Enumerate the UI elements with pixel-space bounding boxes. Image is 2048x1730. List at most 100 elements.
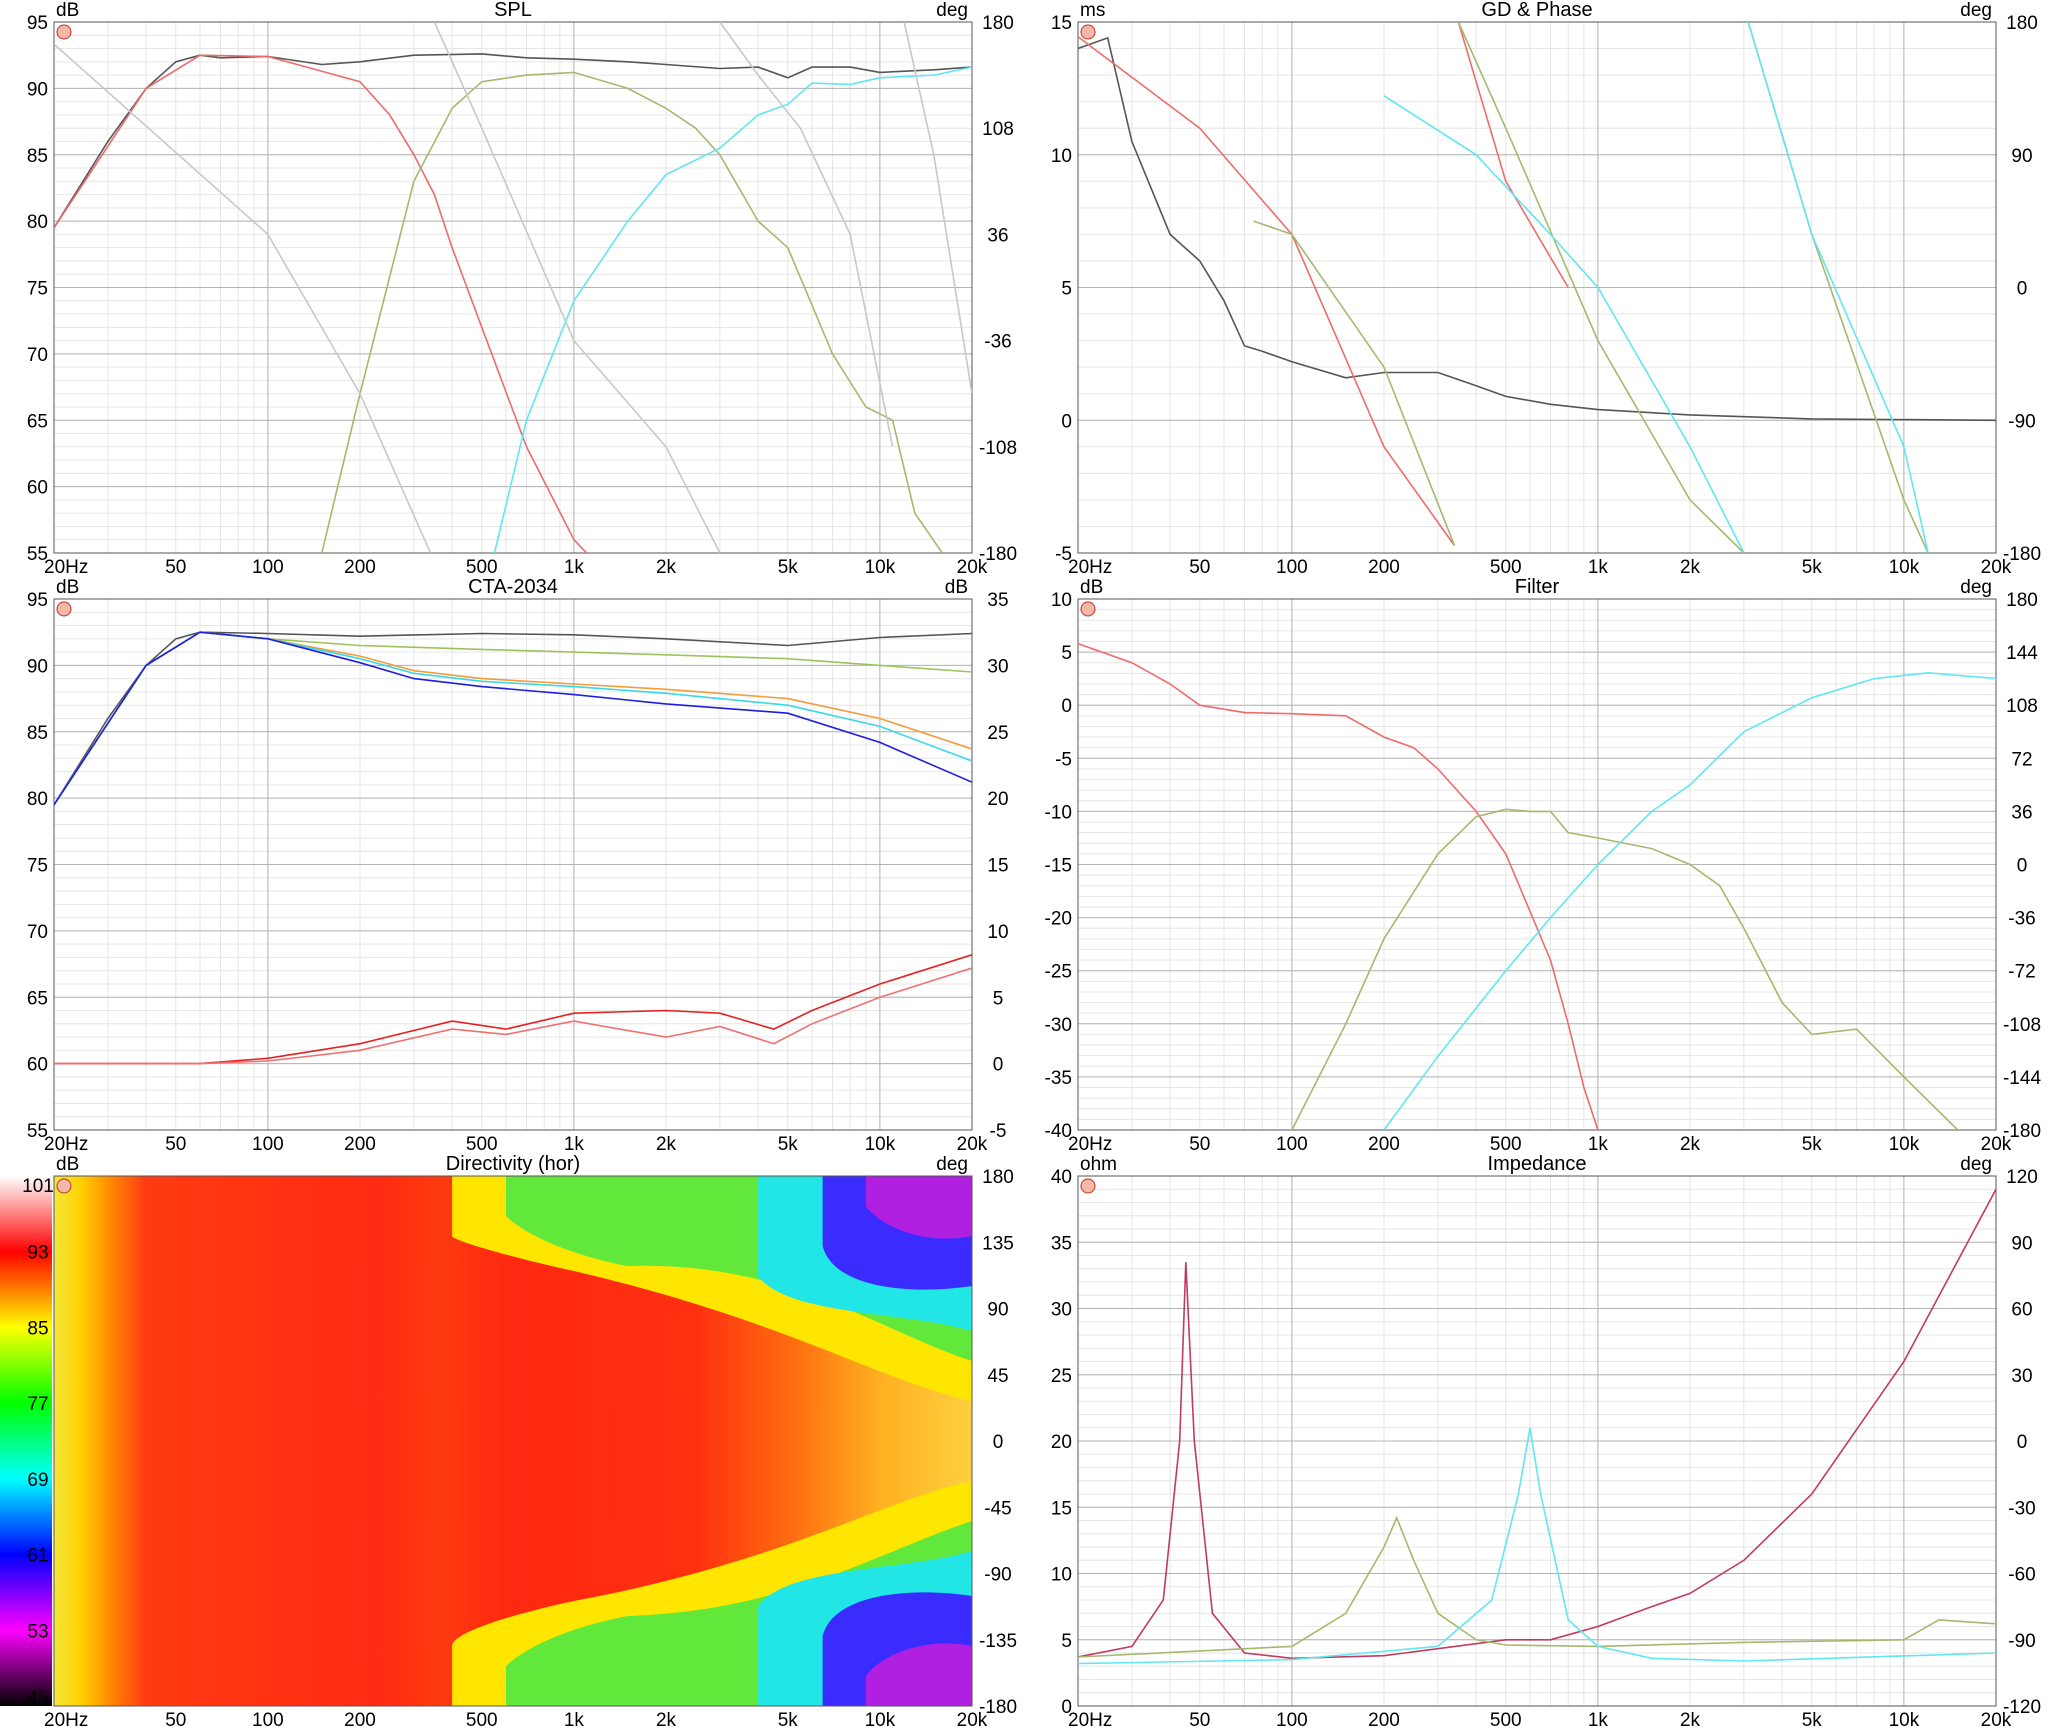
series-line-5 (54, 954, 972, 1065)
y2-tick-label: 0 (2017, 279, 2028, 300)
logo-icon (1080, 1178, 1096, 1194)
x-tick-label: 20Hz (1068, 1710, 1112, 1730)
y-tick-label: 0 (1061, 1697, 1072, 1718)
series-line-1 (54, 54, 588, 553)
y-tick-label: -35 (1045, 1068, 1072, 1089)
x-tick-label: 1k (1588, 1710, 1609, 1730)
x-tick-label: 500 (466, 1134, 498, 1155)
x-tick-label: 100 (252, 557, 284, 578)
x-tick-label: 200 (344, 1134, 376, 1155)
y-tick-label: 20 (1051, 1432, 1072, 1453)
y2-tick-label: -108 (2003, 1015, 2041, 1036)
chart-title: Filter (1515, 576, 1560, 598)
plot-frame (53, 1175, 973, 1707)
x-tick-label: 500 (466, 557, 498, 578)
y2-tick-label: 25 (987, 723, 1008, 744)
plot-frame (1077, 598, 1997, 1131)
x-tick-label: 2k (1680, 557, 1701, 578)
x-tick-label: 5k (778, 1134, 799, 1155)
series-line-4 (54, 22, 721, 553)
x-tick-label: 10k (865, 1710, 896, 1730)
series-line-1 (1078, 1515, 1996, 1658)
x-tick-label: 50 (165, 1710, 186, 1730)
x-tick-label: 5k (778, 557, 799, 578)
y-tick-label: -5 (1055, 749, 1072, 770)
x-tick-label: 50 (1189, 1710, 1210, 1730)
logo-icon (56, 24, 72, 40)
x-tick-label: 20k (1981, 1134, 2012, 1155)
x-tick-label: 2k (1680, 1134, 1701, 1155)
y-axis-unit-right: deg (1960, 0, 1992, 21)
y2-tick-label: -5 (990, 1121, 1007, 1142)
plot-frame (1077, 1175, 1997, 1707)
y2-tick-label: 180 (2006, 13, 2038, 34)
y-tick-label: -20 (1045, 909, 1072, 930)
y2-tick-label: -36 (984, 332, 1011, 353)
x-tick-label: 200 (344, 1710, 376, 1730)
y2-tick-label: 108 (2006, 696, 2038, 717)
y2-tick-label: 144 (2006, 643, 2038, 664)
x-tick-label: 500 (1490, 1710, 1522, 1730)
y2-tick-label: -30 (2008, 1498, 2035, 1519)
plot-frame (1077, 21, 1997, 554)
x-tick-label: 100 (252, 1710, 284, 1730)
x-tick-label: 10k (865, 557, 896, 578)
y-tick-label: 60 (27, 1055, 48, 1076)
colorbar-tick-label: 93 (27, 1243, 48, 1264)
y-axis-unit-left: dB (56, 0, 79, 21)
x-tick-label: 2k (1680, 1710, 1701, 1730)
x-tick-label: 100 (1276, 1710, 1308, 1730)
y2-tick-label: -90 (2008, 1631, 2035, 1652)
y-tick-label: 90 (27, 656, 48, 677)
colorbar-tick-label: 77 (27, 1394, 48, 1415)
y-tick-label: 30 (1051, 1300, 1072, 1321)
heatmap-region (865, 1643, 972, 1706)
y2-tick-label: -135 (979, 1631, 1017, 1652)
y-tick-label: 85 (27, 146, 48, 167)
y2-tick-label: 45 (987, 1366, 1008, 1387)
chart-title: GD & Phase (1481, 0, 1592, 21)
y2-tick-label: 35 (987, 590, 1008, 611)
x-tick-label: 200 (1368, 1134, 1400, 1155)
y2-tick-label: 90 (2011, 146, 2032, 167)
x-tick-label: 5k (778, 1710, 799, 1730)
y-tick-label: 10 (1051, 146, 1072, 167)
x-tick-label: 5k (1802, 557, 1823, 578)
y-tick-label: 80 (27, 212, 48, 233)
y-tick-label: 10 (1051, 590, 1072, 611)
x-tick-label: 500 (466, 1710, 498, 1730)
x-tick-label: 10k (865, 1134, 896, 1155)
series-line-2 (321, 71, 943, 553)
chart-title: Impedance (1488, 1153, 1587, 1175)
x-tick-label: 20k (957, 1710, 988, 1730)
x-tick-label: 10k (1889, 557, 1920, 578)
colorbar-tick-label: 53 (27, 1621, 48, 1642)
y-axis-unit-left: ms (1080, 0, 1105, 21)
y-tick-label: 5 (1061, 1631, 1072, 1652)
logo-icon (56, 1178, 72, 1194)
chart-title: SPL (494, 0, 532, 21)
series-line-2 (1383, 671, 1996, 1130)
colorbar-tick-label: 69 (27, 1470, 48, 1491)
y2-tick-label: 30 (2011, 1366, 2032, 1387)
y-tick-label: -25 (1045, 962, 1072, 983)
series-line-3 (493, 66, 972, 553)
y2-tick-label: 90 (987, 1300, 1008, 1321)
series-line-6 (54, 967, 972, 1065)
y2-tick-label: 0 (2017, 1432, 2028, 1453)
x-tick-label: 1k (564, 557, 585, 578)
y-tick-label: 0 (1061, 411, 1072, 432)
y-tick-label: -40 (1045, 1121, 1072, 1142)
y-tick-label: 15 (1051, 13, 1072, 34)
y-axis-unit-right: dB (945, 577, 968, 598)
x-tick-label: 5k (1802, 1134, 1823, 1155)
x-tick-label: 20Hz (1068, 557, 1112, 578)
y-tick-label: 70 (27, 345, 48, 366)
y-axis-unit-right: deg (1960, 577, 1992, 598)
y-tick-label: 25 (1051, 1366, 1072, 1387)
x-tick-label: 20Hz (1068, 1134, 1112, 1155)
plot-frame (53, 21, 973, 554)
y-tick-label: 65 (27, 988, 48, 1009)
x-tick-label: 2k (656, 1134, 677, 1155)
